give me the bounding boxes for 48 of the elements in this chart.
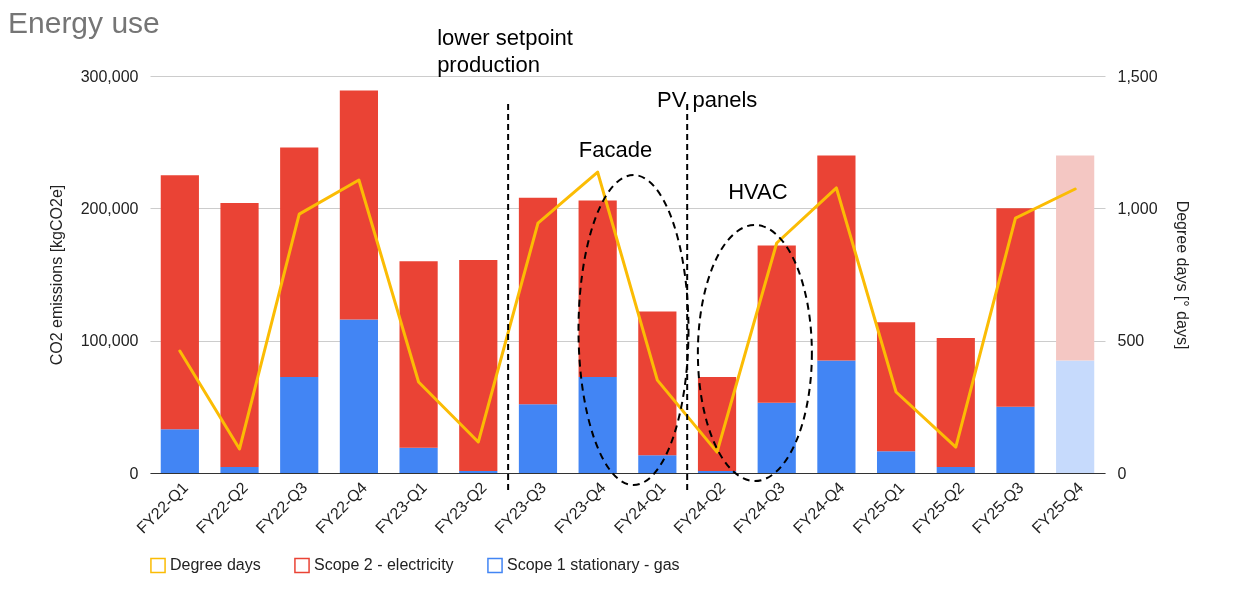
bar <box>876 451 916 473</box>
ref-line-label: lower setpoint production <box>437 25 573 77</box>
chart-title: Energy use <box>8 6 160 39</box>
bar <box>339 319 379 473</box>
y-tick-label: 200,000 <box>80 199 139 217</box>
bar <box>638 311 677 456</box>
y2-axis-title: Degree days [° days] <box>1173 200 1191 350</box>
y2-tick-label: 0 <box>1117 464 1127 482</box>
y-tick-label: 100,000 <box>80 332 139 350</box>
bar <box>160 175 199 430</box>
legend-label: Degree days <box>170 556 261 574</box>
bar <box>578 200 617 378</box>
bar <box>936 338 975 468</box>
bar <box>280 147 319 378</box>
bar <box>1056 360 1095 473</box>
y-tick-label: 0 <box>129 464 139 482</box>
bar <box>817 155 856 361</box>
bar <box>757 402 796 473</box>
annotation: HVAC <box>728 179 788 204</box>
bar <box>996 406 1035 473</box>
bar <box>220 203 259 468</box>
bar <box>459 259 498 472</box>
bar <box>936 467 975 473</box>
bar <box>757 245 796 403</box>
bar <box>638 455 677 473</box>
bar <box>280 377 319 473</box>
bar <box>996 208 1035 407</box>
bar <box>518 404 558 473</box>
bar <box>817 360 856 473</box>
y2-tick-label: 1,500 <box>1117 67 1158 85</box>
legend-label: Scope 1 stationary - gas <box>507 556 680 574</box>
bar <box>399 261 438 448</box>
y-axis-title: CO2 emissions [kgCO2e] <box>47 184 65 366</box>
bar <box>220 467 259 473</box>
y2-tick-label: 500 <box>1117 332 1145 350</box>
y-tick-label: 300,000 <box>80 67 139 85</box>
bar <box>518 197 558 405</box>
legend-label: Scope 2 - electricity <box>314 556 454 574</box>
line-series <box>178 170 1077 454</box>
annotation: Facade <box>578 137 653 162</box>
bar <box>160 429 199 473</box>
bar <box>876 322 916 452</box>
bar <box>578 377 617 473</box>
ref-line-label: PV panels <box>657 87 758 112</box>
y2-tick-label: 1,000 <box>1117 199 1158 217</box>
bar <box>399 447 438 473</box>
bar <box>339 90 379 320</box>
bar <box>1056 155 1095 361</box>
